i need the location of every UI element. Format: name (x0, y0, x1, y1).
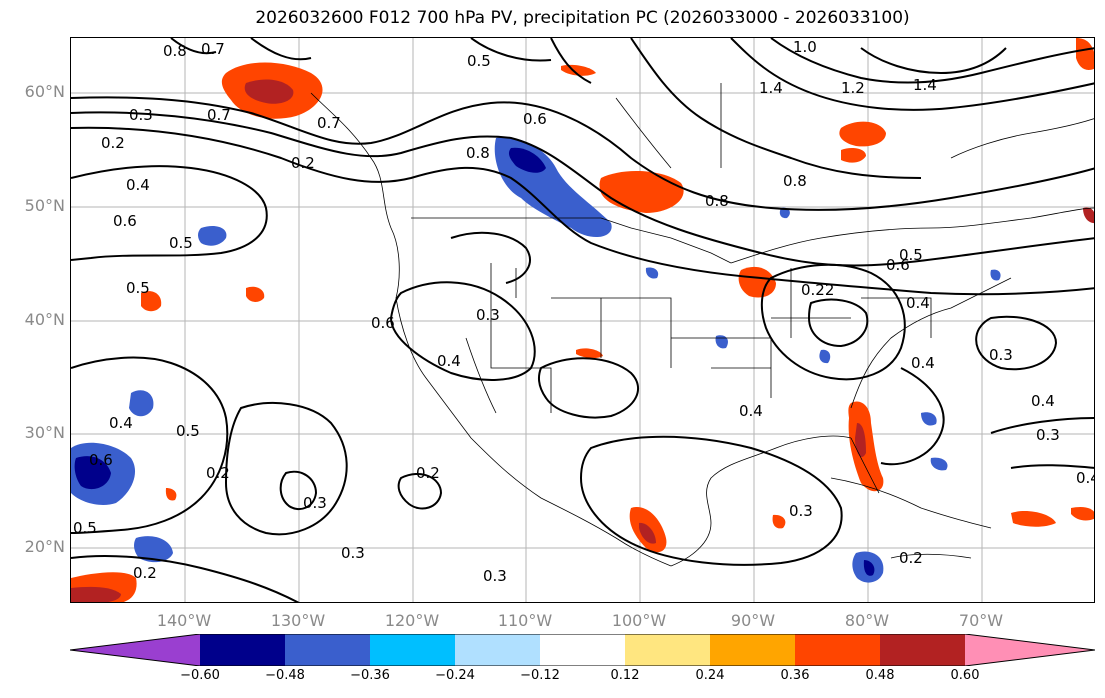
contour-label: 0.4 (739, 402, 763, 420)
contour-label: 0.5 (169, 234, 193, 252)
contour-label: 0.4 (1031, 392, 1055, 410)
colorbar-tick: 0.36 (780, 668, 810, 683)
contour-label: 0.5 (176, 422, 200, 440)
contour-label: 0.8 (783, 172, 807, 190)
contour-label: 0.7 (207, 106, 231, 124)
lon-label-90w: 90°W (730, 611, 776, 630)
contour-label: 0.6 (371, 314, 395, 332)
contour-label: 0.4 (906, 294, 930, 312)
contour-label: 0.2 (101, 134, 125, 152)
contour-label: 0.8 (705, 192, 729, 210)
contour-label: 0.3 (789, 502, 813, 520)
colorbar-tick: −0.12 (520, 668, 560, 683)
colorbar-swatch (285, 634, 370, 666)
contour-label: 0.6 (89, 451, 113, 469)
colorbar-tick: −0.36 (350, 668, 390, 683)
contour-label: 0.8 (163, 42, 187, 60)
contour-labels: 0.8 0.7 0.5 1.0 1.4 1.2 1.4 0.3 0.7 0.7 … (73, 38, 1095, 585)
contour-label: 0.8 (466, 144, 490, 162)
lon-label-130w: 130°W (270, 611, 326, 630)
colorbar-tick: −0.24 (435, 668, 475, 683)
lon-label-100w: 100°W (611, 611, 667, 630)
lat-label-20n: 20°N (24, 537, 65, 556)
contour-label: 1.4 (913, 76, 937, 94)
contour-label: 0.2 (291, 154, 315, 172)
lat-label-30n: 30°N (24, 423, 65, 442)
colorbar-triangle-left-icon (70, 634, 200, 666)
colorbar-swatch (455, 634, 540, 666)
contour-label: 0.5 (126, 279, 150, 297)
colorbar-tick: −0.48 (265, 668, 305, 683)
map-title: 2026032600 F012 700 hPa PV, precipitatio… (255, 8, 910, 28)
lon-label-120w: 120°W (384, 611, 440, 630)
colorbar-swatch (880, 634, 965, 666)
contour-label: 0.5 (467, 52, 491, 70)
contour-label: 0.2 (206, 464, 230, 482)
contour-label: 0.3 (989, 346, 1013, 364)
colorbar (69, 633, 1096, 667)
lon-label-110w: 110°W (497, 611, 553, 630)
colorbar-swatch (540, 634, 625, 666)
lon-label-140w: 140°W (156, 611, 212, 630)
lon-label-70w: 70°W (958, 611, 1004, 630)
colorbar-swatch (710, 634, 795, 666)
colorbar-triangle-right-icon (965, 634, 1095, 666)
map-canvas: 0.8 0.7 0.5 1.0 1.4 1.2 1.4 0.3 0.7 0.7 … (71, 38, 1095, 602)
contour-label: 0.3 (303, 494, 327, 512)
contour-label: 0.3 (476, 306, 500, 324)
colorbar-tick: 0.24 (695, 668, 725, 683)
colorbar-tick: 0.48 (865, 668, 895, 683)
contour-label: 0.3 (483, 567, 507, 585)
contour-label: 0.6 (523, 110, 547, 128)
contour-label: 0.7 (201, 40, 225, 58)
contour-label: 0.6 (113, 212, 137, 230)
contour-label: 1.4 (759, 79, 783, 97)
contour-label: 0.4 (109, 414, 133, 432)
colorbar-swatch (625, 634, 710, 666)
contour-label: 0.5 (899, 246, 923, 264)
colorbar-swatch (370, 634, 455, 666)
contour-label: 0.4 (126, 176, 150, 194)
lat-label-60n: 60°N (24, 82, 65, 101)
colorbar-tick: −0.60 (180, 668, 220, 683)
contour-label: 0.5 (73, 519, 97, 537)
map-panel: 0.8 0.7 0.5 1.0 1.4 1.2 1.4 0.3 0.7 0.7 … (70, 37, 1095, 603)
lon-label-80w: 80°W (844, 611, 890, 630)
lat-label-40n: 40°N (24, 310, 65, 329)
contour-label: 0.2 (416, 464, 440, 482)
contour-label: 0.6 (886, 256, 910, 274)
contour-label: 0.4 (437, 352, 461, 370)
colorbar-tick: 0.60 (950, 668, 980, 683)
pv-contours (71, 38, 1094, 602)
contour-label: 0.22 (801, 281, 834, 299)
contour-label: 0.7 (317, 114, 341, 132)
contour-label: 0.3 (129, 106, 153, 124)
contour-label: 0.3 (341, 544, 365, 562)
colorbar-swatch (200, 634, 285, 666)
colorbar-tick: 0.12 (610, 668, 640, 683)
contour-label: 1.0 (793, 38, 817, 56)
contour-label: 0.2 (899, 549, 923, 567)
precipitation-shading (71, 38, 1094, 602)
contour-label: 0.4 (1076, 469, 1095, 487)
lat-label-50n: 50°N (24, 196, 65, 215)
contour-label: 1.2 (841, 79, 865, 97)
contour-label: 0.2 (133, 564, 157, 582)
coastlines (310, 83, 1094, 567)
contour-label: 0.4 (911, 354, 935, 372)
contour-label: 0.3 (1036, 426, 1060, 444)
colorbar-swatch (795, 634, 880, 666)
